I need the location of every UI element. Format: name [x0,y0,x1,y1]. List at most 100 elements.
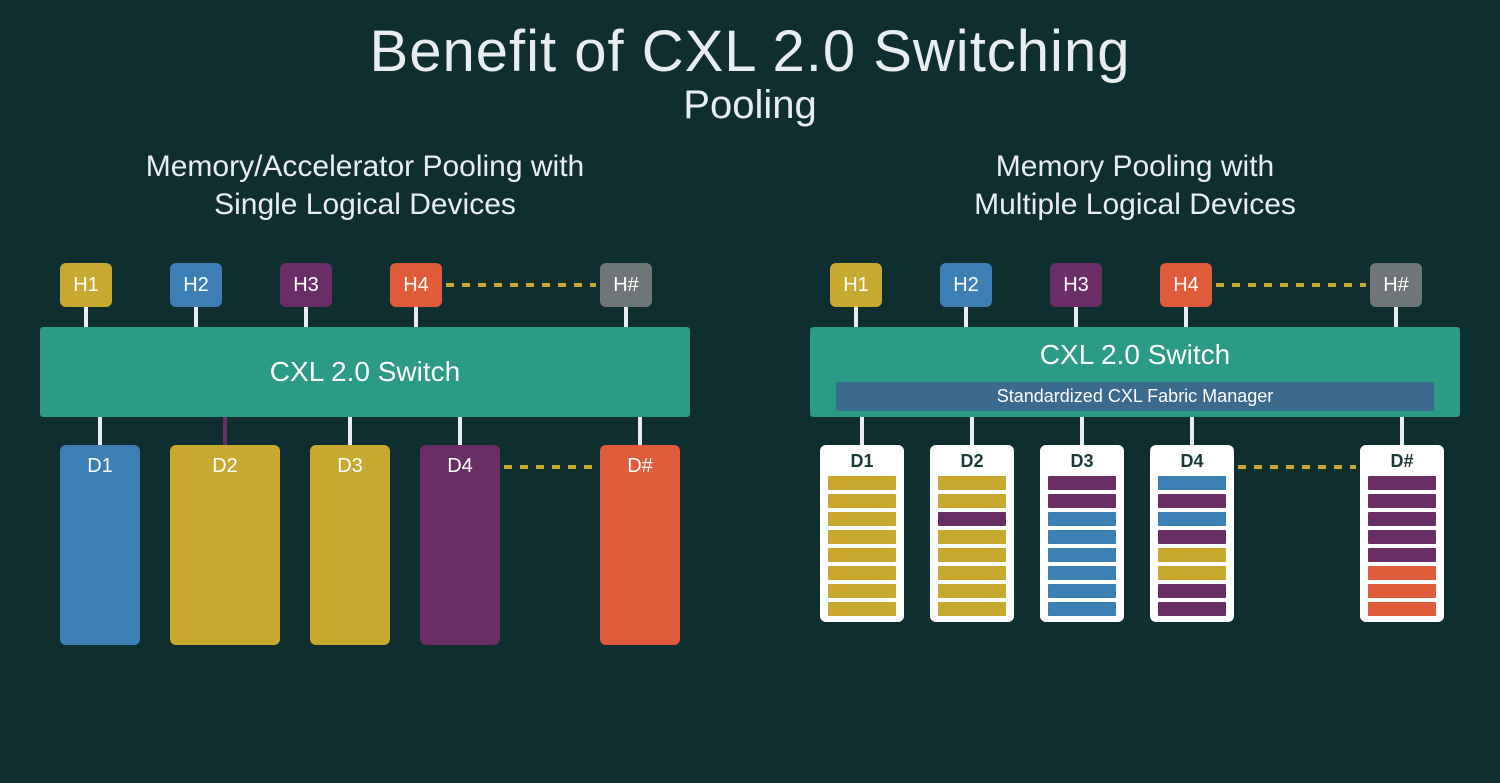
mld-segment [828,602,896,616]
diagram-columns: Memory/Accelerator Pooling with Single L… [0,128,1500,647]
left-switch: CXL 2.0 Switch [40,327,690,417]
dotted-line [1238,465,1356,469]
mld-device: D1 [820,445,904,622]
host-box: H3 [1050,263,1102,307]
device-connector [98,417,102,445]
mld-segment [1368,476,1436,490]
mld-segment [938,512,1006,526]
host-slot: H2 [940,263,992,331]
host-slot: H# [600,263,652,331]
mld-segment [828,566,896,580]
mld-segment [828,548,896,562]
mld-segment [1158,566,1226,580]
mld-segment [938,602,1006,616]
mld-segment [828,530,896,544]
host-slot: H4 [1160,263,1212,331]
mld-segment [828,476,896,490]
mld-label: D3 [1070,451,1093,472]
host-slot: H3 [280,263,332,331]
device-connector [348,417,352,445]
device-box: D2 [170,445,280,645]
mld-device: D# [1360,445,1444,622]
mld-segment [1158,602,1226,616]
mld-segment [938,548,1006,562]
host-slot: H# [1370,263,1422,331]
mld-segment [1158,512,1226,526]
mld-segment [938,566,1006,580]
host-slot: H2 [170,263,222,331]
host-slot: H1 [60,263,112,331]
mld-segment [1158,494,1226,508]
host-slot: H1 [830,263,882,331]
mld-segment [1048,584,1116,598]
mld-segment [1368,530,1436,544]
host-box: H2 [940,263,992,307]
mld-slot: D2 [930,417,1014,622]
device-slot: D4 [420,417,500,645]
mld-label: D2 [960,451,983,472]
mld-segment [1368,566,1436,580]
mld-segment [1048,530,1116,544]
mld-segment [938,494,1006,508]
device-box: D1 [60,445,140,645]
host-box: H4 [1160,263,1212,307]
mld-segment [1158,548,1226,562]
right-heading: Memory Pooling with Multiple Logical Dev… [810,148,1460,223]
device-slot: D3 [310,417,390,645]
device-box: D4 [420,445,500,645]
mld-segment [1158,530,1226,544]
left-device-row: D1D2D3D4 D# [40,417,690,647]
mld-slot: D1 [820,417,904,622]
mld-device: D4 [1150,445,1234,622]
right-column: Memory Pooling with Multiple Logical Dev… [810,148,1460,647]
device-connector [1400,417,1404,445]
mld-segment [828,494,896,508]
mld-segment [1048,566,1116,580]
right-switch-label: CXL 2.0 Switch [1040,339,1230,371]
mld-label: D4 [1180,451,1203,472]
mld-segment [1368,494,1436,508]
device-connector [1080,417,1084,445]
right-host-row: H1 H2 H3 H4 H# [810,263,1460,331]
host-box: H4 [390,263,442,307]
host-box: H3 [280,263,332,307]
host-box: H1 [830,263,882,307]
mld-label: D# [1390,451,1413,472]
mld-segment [1368,548,1436,562]
mld-device: D2 [930,445,1014,622]
host-box: H# [600,263,652,307]
host-slot: H3 [1050,263,1102,331]
device-connector [458,417,462,445]
device-slot: D# [600,417,680,645]
device-connector [223,417,227,445]
page-subtitle: Pooling [0,83,1500,128]
mld-segment [1048,476,1116,490]
mld-segment [1158,476,1226,490]
mld-slot: D4 [1150,417,1234,622]
mld-label: D1 [850,451,873,472]
mld-segment [1048,548,1116,562]
mld-segment [938,530,1006,544]
device-connector [1190,417,1194,445]
right-device-row: D1 D2 D3 D4 D# [810,417,1460,647]
left-heading: Memory/Accelerator Pooling with Single L… [40,148,690,223]
mld-segment [1368,512,1436,526]
device-connector [638,417,642,445]
mld-segment [1158,584,1226,598]
device-box: D# [600,445,680,645]
host-box: H1 [60,263,112,307]
host-box: H2 [170,263,222,307]
mld-segment [938,584,1006,598]
dotted-line [446,283,596,287]
device-slot: D2 [170,417,280,645]
mld-slot: D3 [1040,417,1124,622]
left-column: Memory/Accelerator Pooling with Single L… [40,148,690,647]
host-slot: H4 [390,263,442,331]
device-connector [970,417,974,445]
host-box: H# [1370,263,1422,307]
fabric-manager-bar: Standardized CXL Fabric Manager [836,382,1434,411]
mld-segment [1368,602,1436,616]
mld-segment [1048,512,1116,526]
mld-device: D3 [1040,445,1124,622]
dotted-line [504,465,596,469]
